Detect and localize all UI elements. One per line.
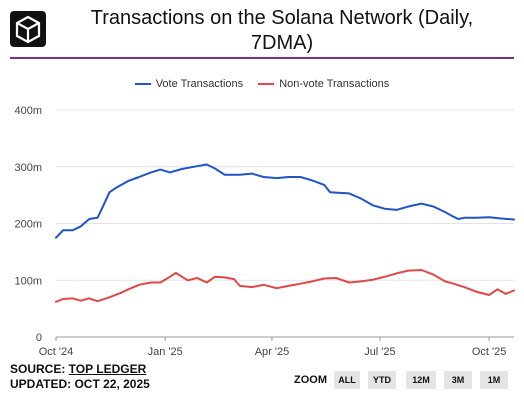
x-tick-label: Apr '25	[255, 346, 290, 358]
chart-title-line1: Transactions on the Solana Network (Dail…	[90, 7, 474, 29]
y-tick-label: 100m	[14, 275, 42, 287]
chart-plot-area: 0 100m 200m 300m 400m Oct '24 Jan '25 Apr '25 Ju…	[14, 105, 515, 358]
title-divider	[10, 57, 514, 59]
chart-title: Transactions on the Solana Network (Dail…	[60, 6, 504, 56]
zoom-button-12m[interactable]: 12M	[406, 371, 436, 389]
top-ledger-logo	[10, 11, 46, 47]
nonvote-transactions-line	[55, 269, 515, 303]
zoom-button-3m[interactable]: 3M	[444, 371, 472, 389]
legend-label-vote: Vote Transactions	[155, 78, 244, 90]
legend: Vote Transactions Non-vote Transactions	[0, 78, 524, 90]
y-tick-label: 400m	[14, 105, 42, 117]
x-tick-label: Oct '24	[39, 346, 74, 358]
x-tick-label: Oct '25	[472, 346, 507, 358]
y-tick-label: 300m	[14, 162, 42, 174]
x-tick-label: Jan '25	[148, 346, 183, 358]
vote-transactions-line	[55, 163, 515, 239]
zoom-button-1m[interactable]: 1M	[480, 371, 508, 389]
updated-date: UPDATED: OCT 22, 2025	[10, 377, 150, 391]
zoom-button-ytd[interactable]: YTD	[368, 371, 396, 389]
source-prefix: SOURCE:	[10, 362, 69, 376]
legend-swatch-vote	[134, 83, 151, 86]
y-tick-label: 0	[36, 332, 42, 344]
legend-label-nonvote: Non-vote Transactions	[279, 78, 390, 90]
legend-swatch-nonvote	[258, 83, 275, 86]
zoom-button-all[interactable]: ALL	[334, 371, 360, 389]
zoom-label: ZOOM	[294, 374, 327, 386]
y-tick-label: 200m	[14, 219, 42, 231]
legend-item-vote[interactable]: Vote Transactions	[134, 78, 244, 90]
chart-title-line2: 7DMA)	[250, 32, 314, 54]
source-credit: SOURCE: TOP LEDGER	[10, 362, 146, 376]
legend-item-nonvote[interactable]: Non-vote Transactions	[258, 78, 389, 90]
x-tick-label: Jul '25	[364, 346, 395, 358]
source-link[interactable]: TOP LEDGER	[68, 362, 147, 376]
